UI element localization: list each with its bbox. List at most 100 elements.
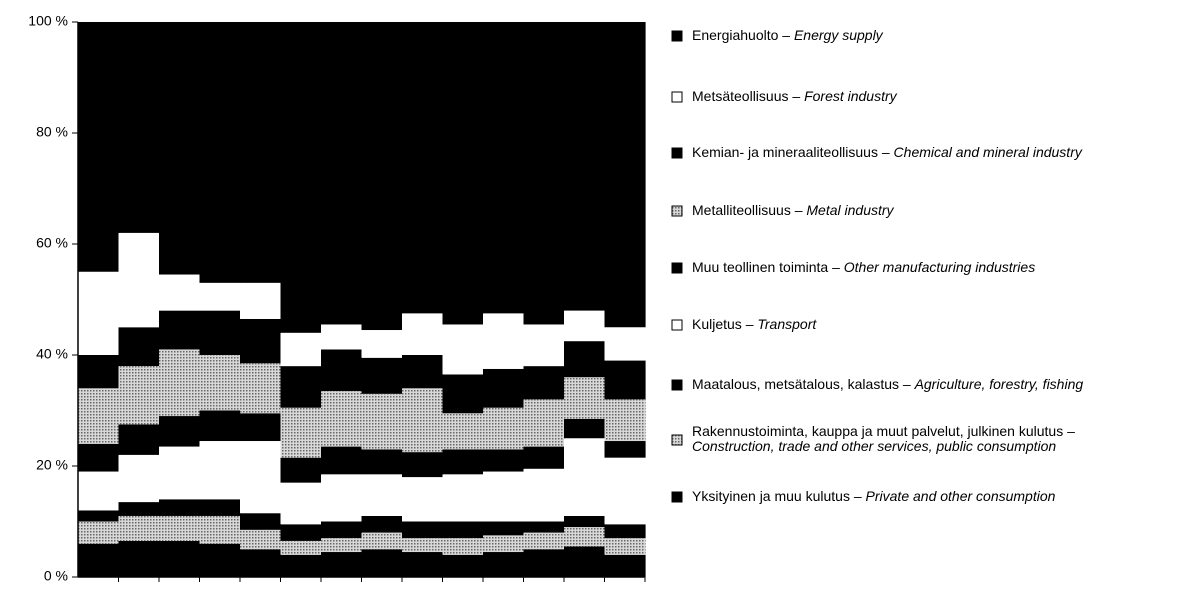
legend-label: Yksityinen ja muu kulutus – Private and … [692, 488, 1056, 504]
y-tick-label: 60 % [36, 235, 68, 251]
bar-segment [523, 399, 565, 447]
bar-segment [159, 446, 201, 500]
bar-segment [118, 502, 160, 516]
bar-segment [78, 543, 120, 577]
bar-segment [402, 22, 444, 314]
bar-segment [604, 441, 646, 458]
bar-segment [483, 368, 525, 408]
bar-segment [280, 540, 322, 555]
bar-segment [442, 521, 484, 539]
bar-segment [523, 366, 565, 400]
bar-segment [361, 393, 403, 450]
bar-segment [483, 449, 525, 472]
bar-segment [118, 540, 160, 577]
bar-segment [523, 521, 565, 533]
bar-segment [321, 552, 363, 577]
bar-segment [78, 471, 120, 511]
bar-segment [361, 449, 403, 475]
bar-segment [523, 468, 565, 522]
y-tick-label: 40 % [36, 346, 68, 362]
legend-swatch [671, 205, 683, 217]
bar-segment [321, 324, 363, 350]
bar-segment [321, 521, 363, 539]
bar-segment [280, 482, 322, 525]
legend-label: Metsäteollisuus – Forest industry [692, 88, 898, 104]
bar-segment [523, 22, 565, 325]
bar-segment [604, 554, 646, 577]
bar-segment [361, 549, 403, 577]
bar-segment [564, 418, 606, 439]
bar-segment [483, 471, 525, 522]
bar-segment [604, 327, 646, 361]
bar-segment [402, 355, 444, 389]
bar-segment [604, 538, 646, 555]
bar-segment [240, 318, 282, 364]
bar-segment [523, 549, 565, 577]
bar-segment [280, 407, 322, 458]
bar-segment [483, 313, 525, 369]
bar-segment [78, 388, 120, 444]
bar-segment [361, 330, 403, 358]
bar-segment [361, 515, 403, 533]
bar-segment [199, 355, 241, 411]
bar-segment [564, 310, 606, 342]
legend-swatch [671, 491, 683, 503]
bar-segment [280, 554, 322, 577]
bar-segment [564, 438, 606, 516]
legend-label: Metalliteollisuus – Metal industry [692, 202, 895, 218]
bar-segment [402, 388, 444, 453]
bar-segment [483, 552, 525, 577]
bar-segment [483, 521, 525, 536]
legend-swatch [671, 319, 683, 331]
y-tick-label: 80 % [36, 124, 68, 140]
bar-segment [604, 22, 646, 328]
bar-segment [564, 546, 606, 577]
bar-segment [361, 474, 403, 516]
legend-label: Kemian- ja mineraaliteollisuus – Chemica… [692, 144, 1083, 160]
bar-segment [361, 532, 403, 550]
bar-segment [564, 515, 606, 528]
bar-segment [523, 324, 565, 367]
bar-segment [442, 538, 484, 555]
bar-segment [118, 454, 160, 503]
bar-segment [240, 513, 282, 530]
bar-segment [321, 538, 363, 553]
bar-segment [159, 274, 201, 311]
bar-segment [442, 554, 484, 577]
bar-segment [523, 532, 565, 550]
bar-segment [240, 22, 282, 283]
bar-segment [523, 446, 565, 469]
bar-segment [280, 332, 322, 367]
bar-segment [118, 327, 160, 367]
bar-segment [118, 22, 160, 233]
bar-segment [199, 410, 241, 442]
bar-segment [402, 521, 444, 539]
bar-segment [402, 313, 444, 355]
bar-segment [118, 232, 160, 328]
bar-segment [564, 527, 606, 547]
bar-segment [240, 529, 282, 550]
legend-swatch [671, 91, 683, 103]
bar-segment [240, 549, 282, 577]
bar-segment [604, 524, 646, 539]
bar-segment [199, 441, 241, 500]
bar-segment [604, 399, 646, 442]
bar-segment [280, 366, 322, 408]
bar-segment [442, 374, 484, 414]
bar-segment [604, 457, 646, 525]
bar-segment [564, 377, 606, 419]
legend-label: Kuljetus – Transport [692, 316, 817, 332]
bar-segment [483, 535, 525, 553]
bar-segment [483, 407, 525, 450]
bar-segment [361, 357, 403, 394]
legend-swatch [671, 379, 683, 391]
bar-segment [78, 510, 120, 522]
legend-label: Rakennustoiminta, kauppa ja muut palvelu… [692, 423, 1079, 454]
bar-segment [442, 474, 484, 522]
bar-segment [118, 366, 160, 425]
bar-segment [604, 360, 646, 400]
bar-segment [240, 282, 282, 319]
bar-segment [78, 521, 120, 544]
bar-segment [159, 515, 201, 541]
